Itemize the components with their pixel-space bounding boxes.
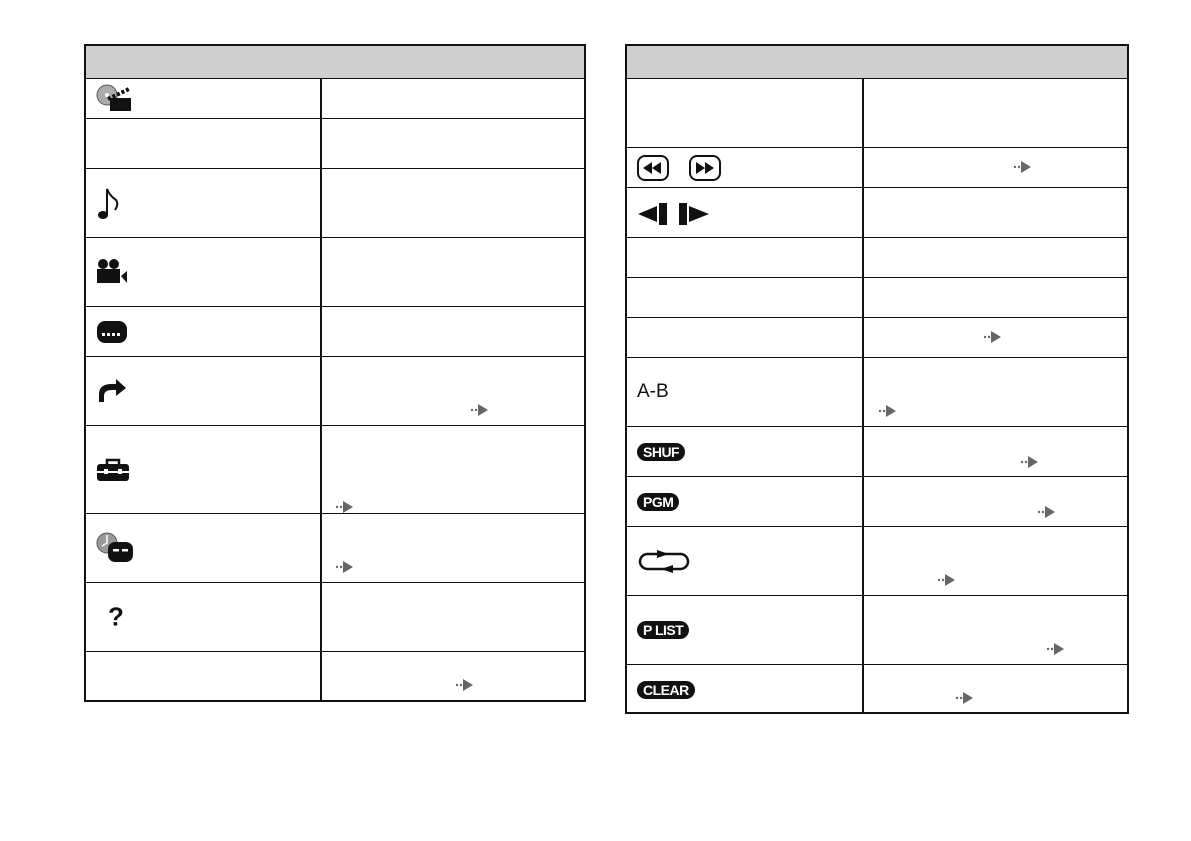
- reference-arrow-icon[interactable]: [1037, 505, 1057, 518]
- table-row: P LIST: [627, 595, 1127, 664]
- repeat-loop-icon: [637, 547, 693, 575]
- icon-label: P LIST: [637, 621, 690, 639]
- left-table: ?: [84, 44, 586, 702]
- question-icon: ?: [96, 602, 124, 633]
- reference-arrow-icon[interactable]: [1046, 642, 1066, 655]
- table-row: [627, 317, 1127, 357]
- table-header-row: [627, 46, 1127, 78]
- table-row: SHUF: [627, 426, 1127, 476]
- table-row: ?: [86, 582, 584, 651]
- icon-label: CLEAR: [637, 680, 695, 699]
- reference-arrow-icon[interactable]: [335, 500, 355, 513]
- shuffle-badge-icon: SHUF: [637, 442, 686, 461]
- table-row: [86, 425, 584, 513]
- subtitle-display-icon: [96, 319, 128, 345]
- column-divider: [862, 46, 864, 712]
- table-row: [86, 118, 584, 168]
- table-row: [627, 237, 1127, 277]
- table-row: [86, 356, 584, 425]
- column-divider: [320, 46, 322, 700]
- table-header-row: [86, 46, 584, 78]
- table-row: [86, 168, 584, 237]
- reference-arrow-icon[interactable]: [955, 691, 975, 704]
- table-row: [86, 78, 584, 118]
- icon-label: A-B: [637, 381, 669, 402]
- table-row: PGM: [627, 476, 1127, 526]
- right-table: A-B SHUF PGM P LIST CLEAR: [625, 44, 1129, 714]
- reference-arrow-icon[interactable]: [937, 573, 957, 586]
- reference-arrow-icon[interactable]: [470, 403, 490, 416]
- clear-badge-icon: CLEAR: [637, 680, 695, 699]
- movie-camera-icon: [96, 259, 130, 285]
- table-row: [86, 513, 584, 582]
- table-row: [86, 651, 584, 702]
- table-row: CLEAR: [627, 664, 1127, 714]
- icon-label: PGM: [637, 492, 680, 511]
- program-badge-icon: PGM: [637, 492, 680, 511]
- reference-arrow-icon[interactable]: [1020, 455, 1040, 468]
- table-row: [627, 147, 1127, 187]
- disc-clapper-icon: [96, 84, 132, 114]
- slow-step-icon: [637, 200, 721, 226]
- icon-label: SHUF: [637, 442, 686, 461]
- table-row: [627, 526, 1127, 595]
- toolbox-icon: [96, 457, 130, 483]
- table-row: [627, 187, 1127, 237]
- rewind-fastforward-icon: [637, 154, 721, 182]
- timer-display-icon: [96, 532, 134, 564]
- table-row: A-B: [627, 357, 1127, 426]
- reference-arrow-icon[interactable]: [455, 678, 475, 691]
- reference-arrow-icon[interactable]: [983, 330, 1003, 343]
- jump-arrow-icon: [96, 378, 128, 404]
- table-row: [627, 78, 1127, 147]
- table-row: [86, 237, 584, 306]
- music-note-icon: [96, 186, 120, 220]
- ab-repeat-icon: A-B: [637, 381, 669, 403]
- icon-label: ?: [108, 601, 124, 632]
- table-row: [627, 277, 1127, 317]
- reference-arrow-icon[interactable]: [1013, 160, 1033, 173]
- table-row: [86, 306, 584, 356]
- reference-arrow-icon[interactable]: [335, 560, 355, 573]
- reference-arrow-icon[interactable]: [878, 404, 898, 417]
- playlist-badge-icon: P LIST: [637, 621, 690, 639]
